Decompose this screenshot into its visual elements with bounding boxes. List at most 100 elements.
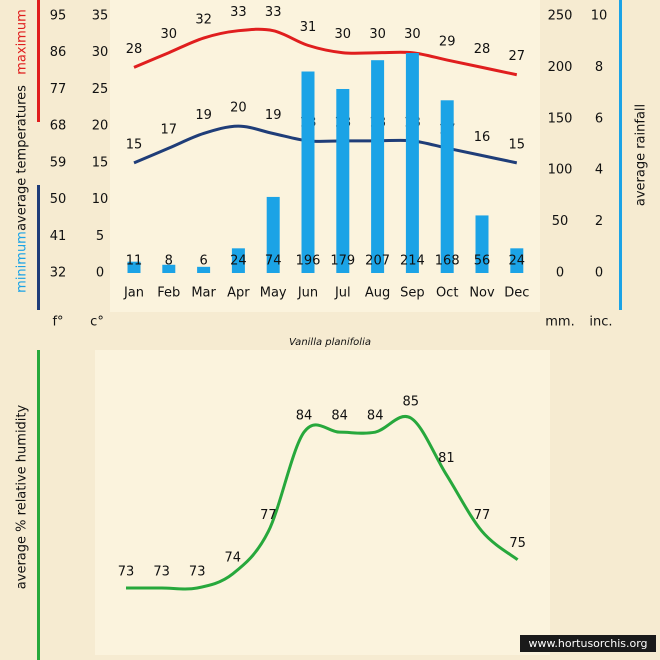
x-tick-label: May: [260, 286, 287, 301]
plot-background: [110, 0, 540, 312]
x-tick-label: Mar: [191, 286, 216, 301]
max-marker: [37, 0, 40, 122]
tick-label: 8: [595, 60, 603, 75]
data-label: 84: [331, 409, 348, 424]
rain-marker: [619, 0, 622, 310]
tick-label: 0: [556, 266, 564, 281]
data-label: 16: [474, 130, 491, 145]
tick-label: 4: [595, 163, 603, 178]
data-label: 196: [296, 254, 321, 269]
x-tick-label: Feb: [157, 286, 180, 301]
tick-label: 30: [92, 45, 109, 60]
data-label: 15: [126, 137, 143, 152]
data-label: 73: [118, 565, 135, 580]
credit-box: [520, 635, 656, 652]
humidity-marker: [37, 350, 40, 660]
bar: [510, 248, 524, 273]
data-label: 85: [403, 395, 420, 410]
x-tick-label: Oct: [436, 286, 458, 301]
data-label: 77: [260, 508, 277, 523]
bar: [440, 100, 454, 274]
tick-label: 5: [96, 229, 104, 244]
data-label: 84: [296, 409, 313, 424]
line: [125, 414, 519, 591]
data-label: 31: [300, 20, 317, 35]
tick-label: 0: [96, 266, 104, 281]
data-label: 8: [165, 254, 173, 269]
plot-background: [95, 350, 550, 655]
data-label: 19: [195, 108, 212, 123]
tick-label: 20: [92, 119, 109, 134]
tick-label: 50: [50, 192, 67, 207]
data-label: 33: [230, 5, 247, 20]
data-label: 17: [161, 123, 178, 138]
data-label: 27: [509, 49, 526, 64]
tick-label: 86: [50, 45, 67, 60]
data-label: 207: [365, 254, 390, 269]
unit-label: mm.: [545, 315, 574, 330]
data-label: 81: [438, 451, 455, 466]
tick-label: 95: [50, 9, 67, 24]
legend-max: maximum: [15, 9, 30, 75]
x-tick-label: Apr: [227, 286, 250, 301]
tick-label: 0: [595, 266, 603, 281]
tick-label: 2: [595, 214, 603, 229]
tick-label: 200: [548, 60, 573, 75]
data-label: 11: [126, 254, 143, 269]
x-tick-label: Aug: [365, 286, 390, 301]
x-tick-label: Jul: [334, 286, 351, 301]
tick-label: 50: [552, 214, 569, 229]
tick-label: 250: [548, 9, 573, 24]
data-label: 84: [367, 409, 384, 424]
tick-label: 77: [50, 82, 67, 97]
x-tick-label: Sep: [400, 286, 425, 301]
data-label: 19: [265, 108, 282, 123]
bar: [231, 248, 245, 273]
data-label: 28: [126, 42, 143, 57]
tick-label: 41: [50, 229, 67, 244]
data-label: 56: [474, 254, 491, 269]
tick-label: 10: [92, 192, 109, 207]
data-label: 30: [404, 27, 421, 42]
bar: [197, 266, 211, 273]
bar: [405, 53, 419, 274]
data-label: 30: [335, 27, 352, 42]
legend-min: minimum: [15, 231, 30, 293]
y-axis-label: average % relative humidity: [15, 404, 30, 589]
data-label: 33: [265, 5, 282, 20]
data-label: 28: [474, 42, 491, 57]
data-label: 24: [509, 254, 526, 269]
tick-label: 10: [591, 9, 608, 24]
min-marker: [37, 185, 40, 310]
y-axis-label: average temperatures: [15, 85, 30, 231]
data-label: 29: [439, 35, 456, 50]
line: [133, 27, 518, 77]
bar: [301, 71, 315, 274]
x-tick-label: Jun: [297, 286, 318, 301]
data-label: 30: [369, 27, 386, 42]
x-tick-label: Dec: [504, 286, 529, 301]
tick-label: 15: [92, 155, 109, 170]
bar: [127, 261, 141, 273]
tick-label: 100: [548, 163, 573, 178]
data-label: 179: [330, 254, 355, 269]
unit-label: inc.: [589, 315, 612, 330]
bar: [336, 88, 350, 273]
data-label: 24: [230, 254, 247, 269]
bar: [475, 215, 489, 273]
x-tick-label: Jan: [123, 286, 144, 301]
credit: www.hortusorchis.org: [528, 637, 647, 650]
x-tick-label: Nov: [469, 286, 495, 301]
tick-label: 25: [92, 82, 109, 97]
data-label: 74: [225, 550, 242, 565]
data-label: 75: [509, 536, 526, 551]
bar: [162, 264, 176, 273]
bar: [371, 60, 385, 274]
tick-label: 59: [50, 155, 67, 170]
data-label: 73: [189, 565, 206, 580]
data-label: 15: [509, 137, 526, 152]
data-label: 168: [435, 254, 460, 269]
tick-label: 6: [595, 111, 603, 126]
